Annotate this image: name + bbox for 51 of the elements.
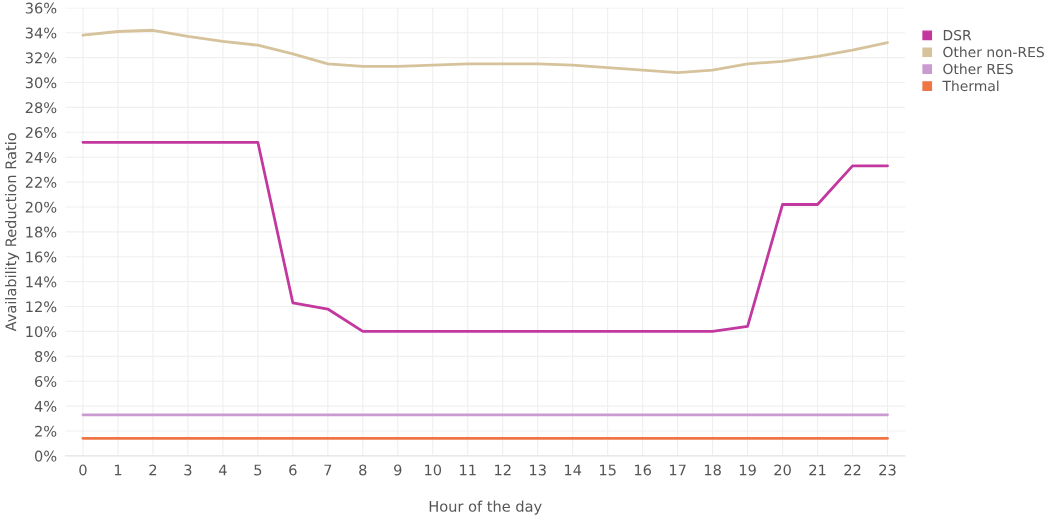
x-tick-label: 12: [495, 464, 511, 476]
legend-label: Thermal: [942, 80, 999, 92]
y-tick-label: 6%: [35, 375, 57, 387]
y-tick-label: 8%: [34, 351, 57, 363]
x-tick-label: 20: [774, 464, 791, 476]
y-tick-label: 20%: [25, 201, 57, 213]
y-tick-label: 26%: [25, 127, 57, 139]
y-tick-label: 10%: [26, 326, 57, 338]
line-series: [81, 28, 889, 74]
x-tick-label: 14: [565, 464, 582, 476]
y-tick-label: 12%: [26, 301, 57, 313]
x-tick-label: 23: [879, 464, 896, 476]
x-tick-label: 21: [809, 464, 826, 476]
x-tick-label: 8: [359, 464, 367, 476]
y-tick-label: 30%: [25, 77, 57, 89]
x-tick-label: 10: [425, 464, 442, 476]
x-tick-label: 19: [739, 464, 756, 476]
line-series: [81, 140, 889, 333]
x-tick-label: 13: [530, 464, 546, 476]
y-tick-label: 32%: [25, 52, 57, 64]
x-tick-label: 0: [79, 464, 87, 476]
x-tick-label: 18: [704, 464, 721, 476]
x-tick-label: 15: [599, 464, 616, 476]
x-tick-label: 9: [394, 464, 402, 476]
y-tick-label: 24%: [25, 151, 57, 163]
x-tick-label: 7: [324, 464, 332, 476]
y-axis-title: Availability Reduction Ratio: [5, 133, 20, 332]
x-tick-label: 16: [634, 464, 651, 476]
y-tick-label: 0%: [34, 450, 57, 462]
x-tick-label: 4: [218, 464, 227, 476]
y-tick-label: 4%: [34, 400, 57, 412]
y-tick-label: 22%: [25, 176, 57, 188]
x-tick-label: 6: [289, 464, 297, 476]
y-tick-label: 36%: [25, 2, 57, 14]
legend-label: Other non-RES: [943, 46, 1044, 58]
y-tick-label: 2%: [35, 425, 57, 437]
x-tick-label: 22: [844, 464, 861, 476]
y-tick-label: 34%: [25, 27, 57, 39]
y-tick-label: 14%: [26, 276, 57, 288]
legend-label: DSR: [943, 29, 972, 41]
x-tick-label: 2: [149, 464, 157, 476]
x-tick-label: 1: [114, 464, 122, 476]
x-tick-label: 3: [184, 464, 192, 476]
x-tick-label: 11: [460, 464, 476, 476]
y-tick-label: 16%: [26, 251, 57, 263]
x-tick-label: 5: [254, 464, 262, 476]
x-tick-label: 17: [669, 464, 686, 476]
legend-label: Other RES: [943, 63, 1013, 75]
y-tick-label: 18%: [26, 226, 57, 238]
y-tick-label: 28%: [25, 102, 57, 114]
x-axis-title: Hour of the day: [429, 500, 542, 515]
